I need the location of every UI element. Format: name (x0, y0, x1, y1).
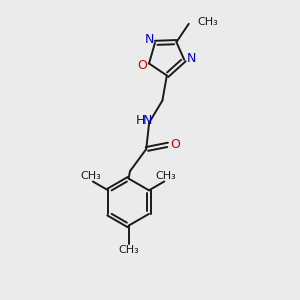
Text: N: N (145, 33, 154, 46)
Text: O: O (138, 59, 148, 72)
Text: N: N (187, 52, 196, 65)
Text: N: N (143, 114, 152, 127)
Text: CH₃: CH₃ (81, 171, 101, 181)
Text: CH₃: CH₃ (118, 245, 139, 255)
Text: CH₃: CH₃ (156, 171, 176, 181)
Text: H: H (136, 114, 145, 127)
Text: O: O (170, 138, 180, 151)
Text: CH₃: CH₃ (198, 17, 218, 27)
